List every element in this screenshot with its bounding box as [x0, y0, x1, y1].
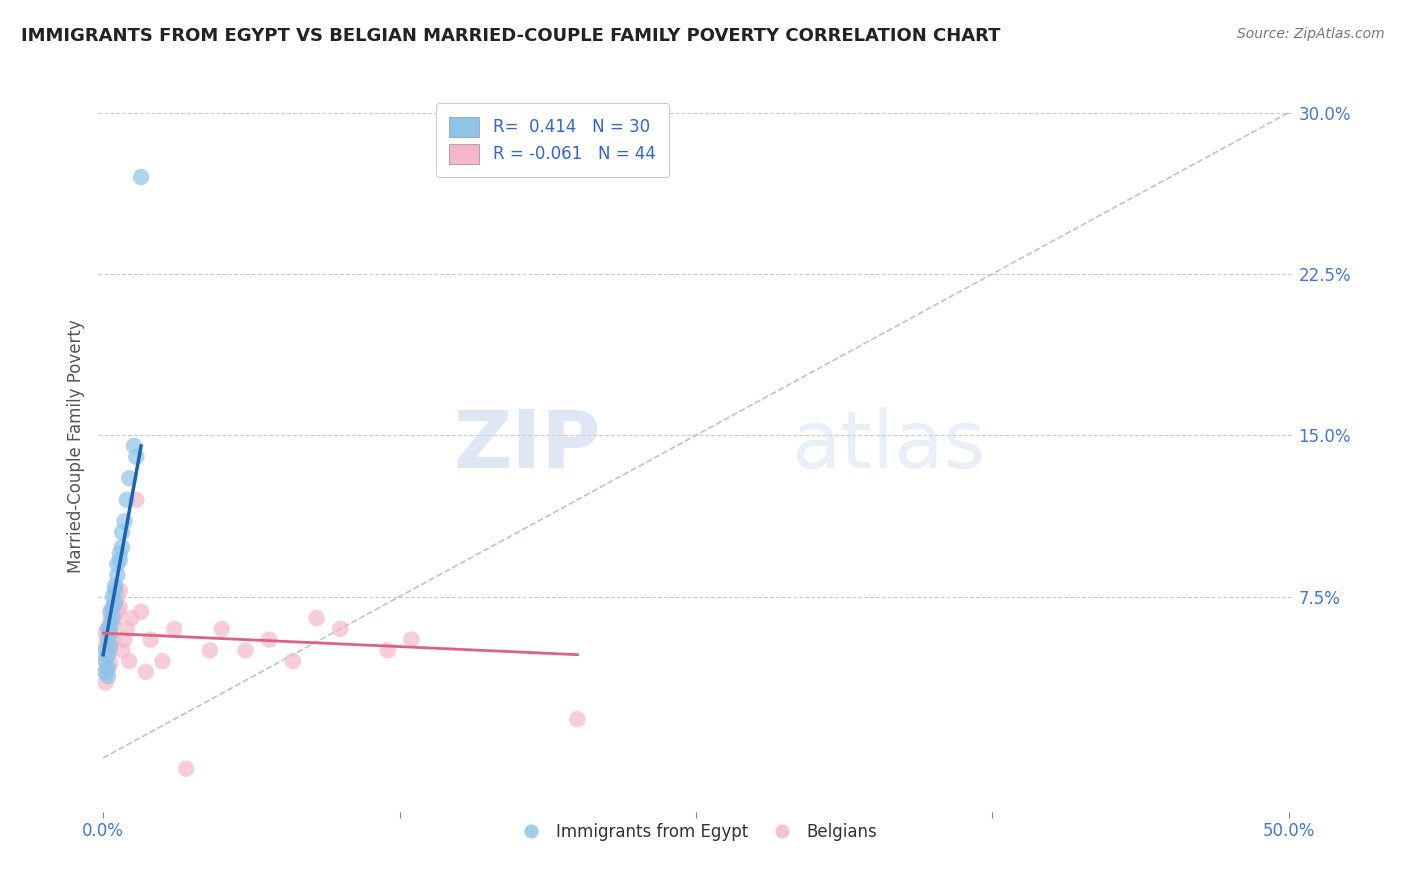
Point — [94, 675, 117, 690]
Point — [163, 622, 186, 636]
Point — [97, 648, 120, 662]
Point — [122, 439, 145, 453]
Point — [97, 632, 120, 647]
Point — [98, 617, 121, 632]
Point — [129, 170, 152, 185]
Point — [105, 558, 128, 572]
Point — [94, 665, 117, 679]
Point — [281, 654, 304, 668]
Point — [94, 665, 117, 679]
Point — [108, 553, 131, 567]
Point — [97, 669, 120, 683]
Point — [104, 596, 127, 610]
Point — [105, 605, 128, 619]
Point — [97, 632, 120, 647]
Point — [111, 524, 134, 539]
Point — [105, 590, 128, 604]
Point — [101, 600, 124, 615]
Point — [97, 660, 120, 674]
Point — [114, 632, 136, 647]
Point — [401, 632, 423, 647]
Text: IMMIGRANTS FROM EGYPT VS BELGIAN MARRIED-COUPLE FAMILY POVERTY CORRELATION CHART: IMMIGRANTS FROM EGYPT VS BELGIAN MARRIED… — [21, 27, 1001, 45]
Point — [94, 643, 117, 657]
Point — [305, 611, 328, 625]
Point — [257, 632, 280, 647]
Y-axis label: Married-Couple Family Poverty: Married-Couple Family Poverty — [66, 319, 84, 573]
Point — [111, 540, 134, 554]
Point — [104, 579, 127, 593]
Point — [377, 643, 399, 657]
Text: ZIP: ZIP — [453, 407, 600, 485]
Point — [139, 632, 162, 647]
Point — [98, 626, 121, 640]
Point — [97, 660, 120, 674]
Text: atlas: atlas — [792, 407, 986, 485]
Point — [135, 665, 157, 679]
Point — [101, 590, 124, 604]
Point — [567, 712, 589, 726]
Point — [114, 514, 136, 528]
Point — [94, 654, 117, 668]
Point — [108, 583, 131, 598]
Point — [98, 639, 121, 653]
Point — [101, 617, 124, 632]
Point — [198, 643, 221, 657]
Point — [125, 492, 148, 507]
Point — [101, 605, 124, 619]
Point — [108, 600, 131, 615]
Point — [94, 626, 117, 640]
Point — [329, 622, 352, 636]
Point — [111, 643, 134, 657]
Point — [115, 622, 138, 636]
Point — [101, 611, 124, 625]
Point — [98, 657, 121, 671]
Point — [104, 596, 127, 610]
Point — [115, 492, 138, 507]
Point — [129, 605, 152, 619]
Point — [98, 643, 121, 657]
Point — [98, 605, 121, 619]
Point — [104, 583, 127, 598]
Point — [174, 762, 197, 776]
Text: Source: ZipAtlas.com: Source: ZipAtlas.com — [1237, 27, 1385, 41]
Point — [121, 611, 143, 625]
Legend: Immigrants from Egypt, Belgians: Immigrants from Egypt, Belgians — [508, 816, 884, 847]
Point — [118, 654, 141, 668]
Point — [152, 654, 174, 668]
Point — [104, 611, 127, 625]
Point — [108, 547, 131, 561]
Point — [118, 471, 141, 485]
Point — [97, 622, 120, 636]
Point — [97, 622, 120, 636]
Point — [97, 648, 120, 662]
Point — [98, 626, 121, 640]
Point — [105, 568, 128, 582]
Point — [101, 632, 124, 647]
Point — [94, 639, 117, 653]
Point — [94, 652, 117, 666]
Point — [211, 622, 233, 636]
Point — [125, 450, 148, 464]
Point — [235, 643, 257, 657]
Point — [98, 611, 121, 625]
